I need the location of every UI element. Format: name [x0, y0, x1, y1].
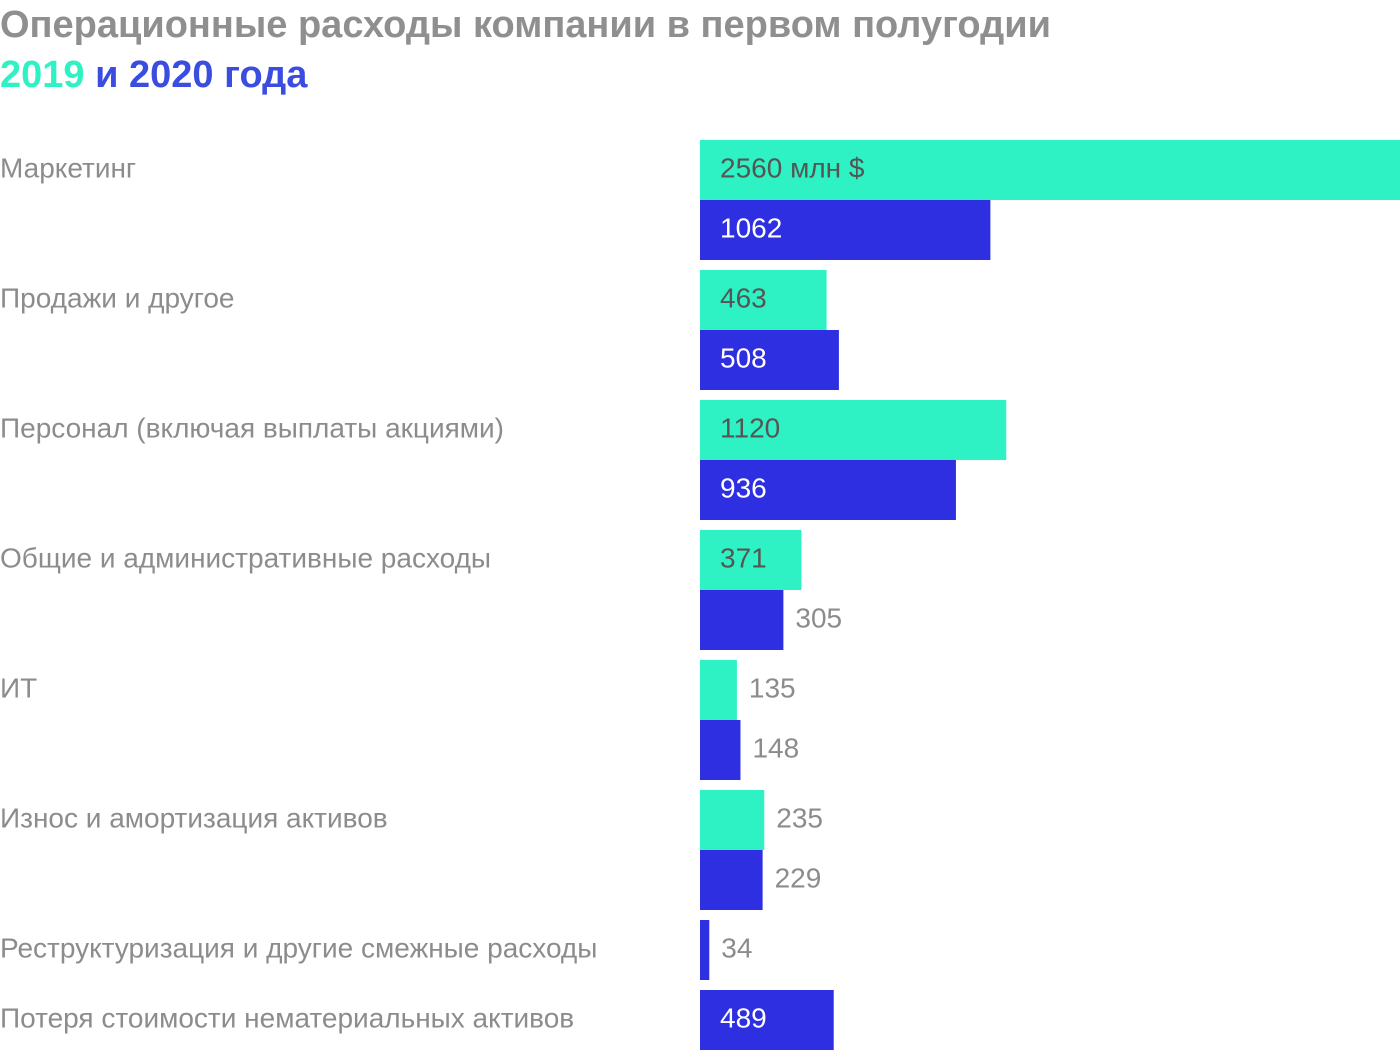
- bar-2020: [700, 990, 834, 1050]
- category-label: Персонал (включая выплаты акциями): [0, 412, 504, 443]
- category-label: Продажи и другое: [0, 282, 234, 313]
- title-conjunction: и: [84, 54, 130, 96]
- value-label-2019: 371: [720, 542, 767, 573]
- bar-2019: [700, 400, 1007, 460]
- chart-title-line-1: Операционные расходы компании в первом п…: [0, 4, 1051, 46]
- category-label: ИТ: [0, 672, 37, 703]
- bar-2019: [700, 660, 737, 720]
- value-label-2020: 34: [721, 932, 752, 963]
- value-label-2019: 463: [720, 282, 767, 313]
- category-label: Износ и амортизация активов: [0, 802, 388, 833]
- value-label-2020: 508: [720, 342, 767, 373]
- bar-2020: [700, 850, 763, 910]
- bar-2020: [700, 920, 710, 980]
- value-label-2019: 1120: [720, 412, 780, 443]
- value-label-2020: 305: [795, 602, 842, 633]
- bar-2020: [700, 330, 839, 390]
- bar-2019: [700, 140, 1400, 200]
- title-suffix: года: [213, 54, 308, 96]
- chart-title-line-2: 2019 и 2020 года: [0, 52, 307, 98]
- bar-2020: [700, 460, 956, 520]
- value-label-2019: 2560 млн $: [720, 152, 865, 183]
- category-label: Маркетинг: [0, 152, 136, 183]
- bar-2020: [700, 720, 741, 780]
- category-label: Потеря стоимости нематериальных активов: [0, 1002, 574, 1033]
- bar-2020: [700, 200, 991, 260]
- bar-2020: [700, 590, 784, 650]
- bar-2019: [700, 530, 802, 590]
- value-label-2020: 1062: [720, 212, 782, 243]
- title-year-2020: 2020: [129, 54, 214, 96]
- value-label-2020: 936: [720, 472, 767, 503]
- value-label-2020: 148: [752, 732, 799, 763]
- value-label-2020: 489: [720, 1002, 767, 1033]
- value-label-2019: 235: [776, 802, 823, 833]
- bar-2019: [700, 270, 827, 330]
- value-label-2020: 229: [775, 862, 822, 893]
- category-label: Реструктуризация и другие смежные расход…: [0, 932, 597, 963]
- category-label: Общие и административные расходы: [0, 542, 491, 573]
- title-year-2019: 2019: [0, 54, 85, 96]
- bar-2019: [700, 790, 765, 850]
- value-label-2019: 135: [749, 672, 796, 703]
